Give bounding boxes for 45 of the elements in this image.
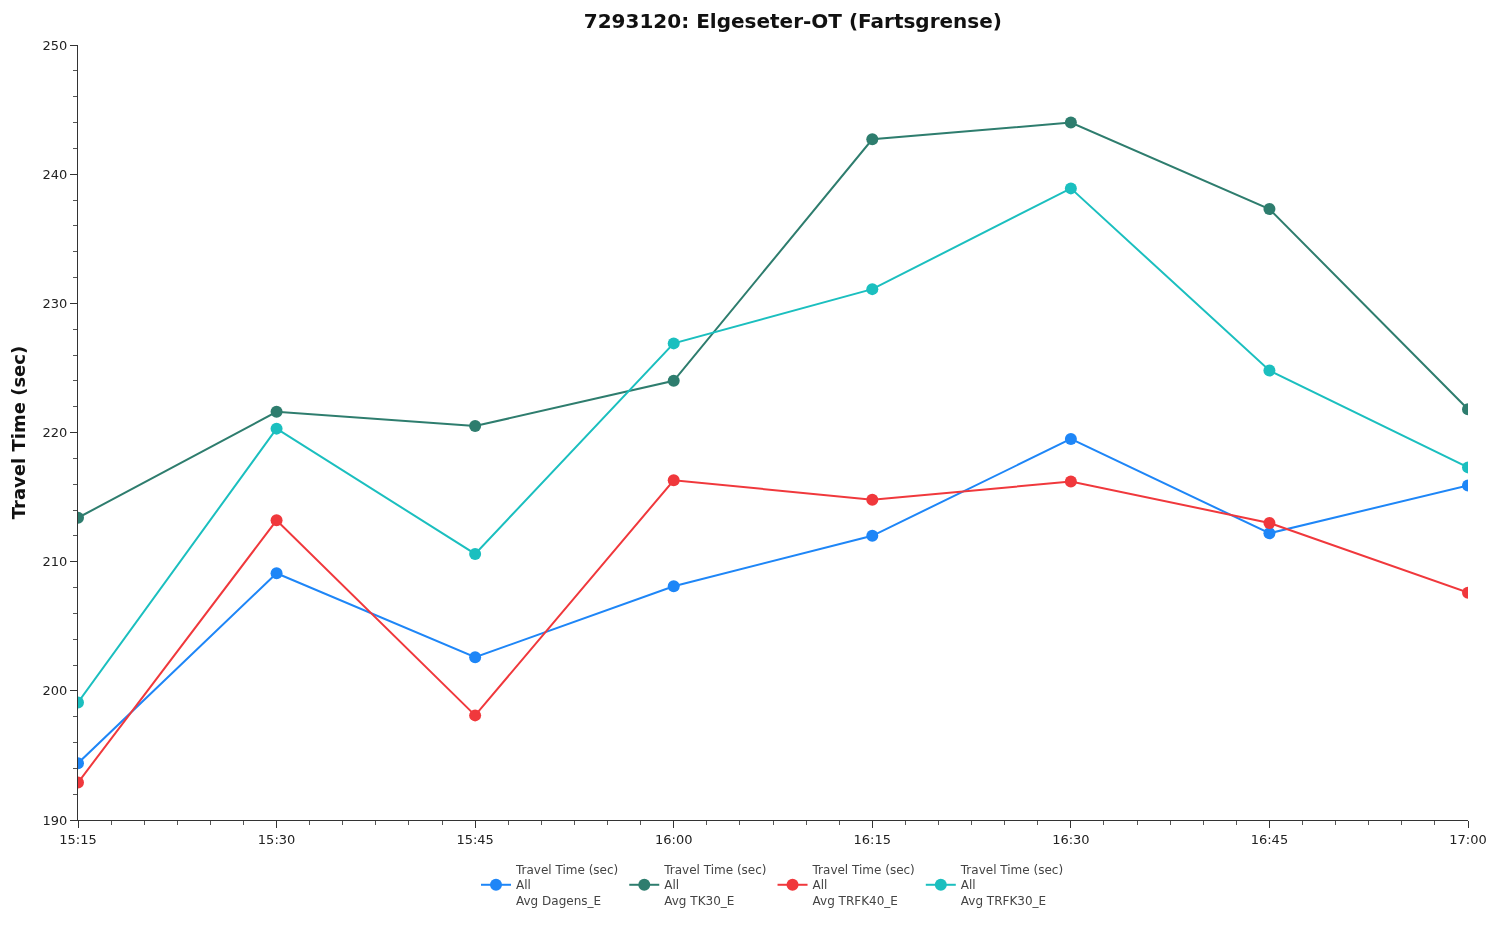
x-tick-label: 15:45 <box>456 831 494 847</box>
y-tick-label: 250 <box>42 37 68 53</box>
point <box>270 422 283 435</box>
point <box>667 474 680 487</box>
y-tick-label: 240 <box>42 166 68 182</box>
point <box>866 283 879 296</box>
point <box>1064 475 1077 488</box>
point <box>1263 516 1276 529</box>
x-tick-label: 16:15 <box>853 831 892 847</box>
legend-label: Travel Time (sec) All Avg Dagens_E <box>515 862 619 909</box>
point <box>469 547 482 560</box>
x-tick-label: 16:45 <box>1250 831 1289 847</box>
y-tick-label: 210 <box>42 554 68 570</box>
point <box>270 514 283 527</box>
point <box>667 580 680 593</box>
point <box>469 709 482 722</box>
y-tick-label: 190 <box>42 812 68 828</box>
legend-label: Travel Time (sec) All Avg TRFK40_E <box>811 862 915 909</box>
x-tick-label: 15:15 <box>59 831 97 847</box>
point <box>469 420 482 433</box>
point <box>667 374 680 387</box>
point <box>866 529 879 542</box>
point <box>1064 182 1077 195</box>
y-tick-label: 220 <box>42 425 68 441</box>
point <box>270 567 283 580</box>
x-tick-label: 17:00 <box>1449 831 1487 847</box>
point <box>1263 203 1276 216</box>
point <box>270 405 283 418</box>
point <box>1064 432 1077 445</box>
point <box>866 493 879 506</box>
x-tick-label: 16:30 <box>1052 831 1090 847</box>
point <box>469 651 482 664</box>
point <box>1263 364 1276 377</box>
point <box>866 133 879 146</box>
legend-label: Travel Time (sec) All Avg TRFK30_E <box>959 862 1064 909</box>
y-tick-label: 230 <box>42 295 68 311</box>
x-tick-label: 15:30 <box>257 831 296 847</box>
legend-label: Travel Time (sec) All Avg TK30_E <box>663 862 767 909</box>
y-tick-label: 200 <box>42 683 68 699</box>
point <box>1263 527 1276 540</box>
x-tick-label: 16:00 <box>654 831 693 847</box>
point <box>1064 116 1077 129</box>
y-axis-title: Travel Time (sec) <box>7 345 29 520</box>
point <box>667 337 680 350</box>
chart-title: 7293120: Elgeseter-OT (Fartsgrense) <box>583 8 1002 33</box>
